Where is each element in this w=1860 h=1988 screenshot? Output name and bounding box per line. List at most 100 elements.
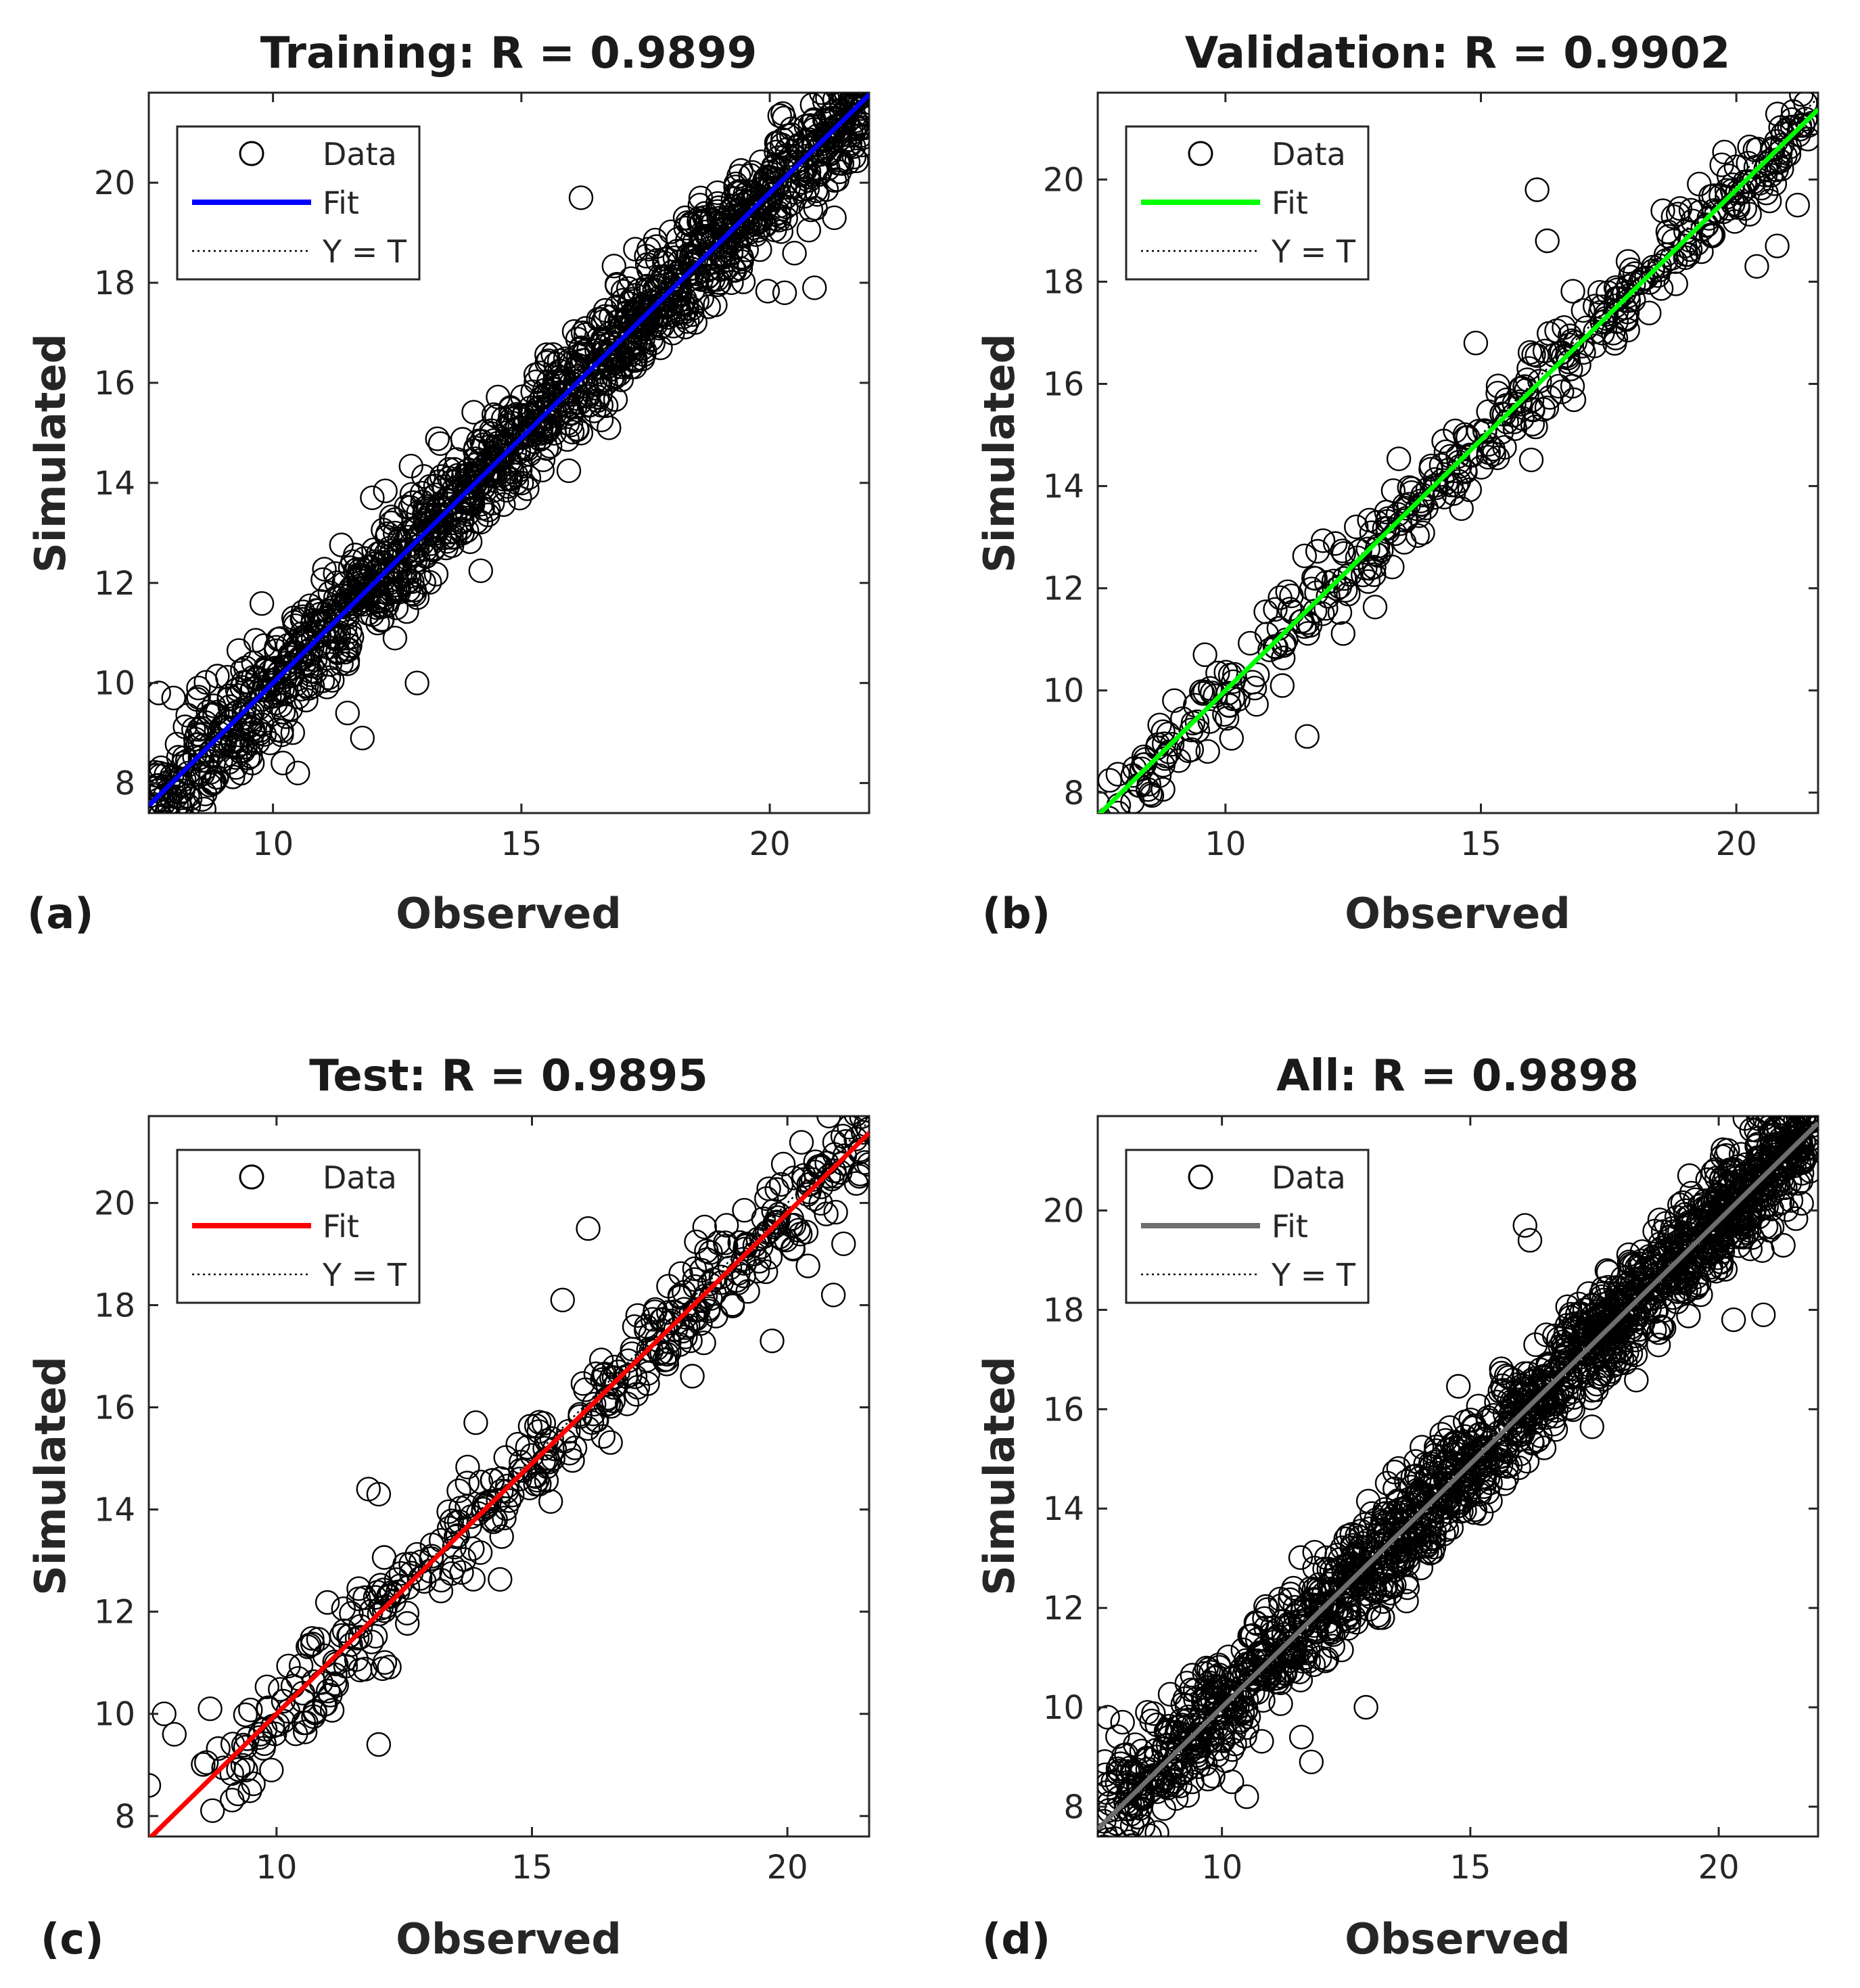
data-point-outlier (801, 275, 827, 300)
data-point (442, 1554, 467, 1580)
panel-a-x-axis-label: Observed (396, 889, 621, 938)
data-point (427, 431, 453, 456)
data-point (1541, 1412, 1566, 1437)
data-point (1117, 1829, 1140, 1836)
data-point (461, 1567, 486, 1592)
data-point (787, 1222, 813, 1247)
data-point (1472, 419, 1497, 444)
panel-b-legend: Data Fit Y = T (1125, 125, 1370, 281)
data-point (662, 245, 687, 271)
data-point (1541, 1323, 1567, 1349)
data-point (1343, 514, 1369, 540)
data-point (846, 93, 866, 98)
data-point (837, 1116, 862, 1140)
data-point (1433, 439, 1459, 464)
data-point (774, 184, 799, 210)
data-point (698, 256, 724, 281)
data-point (200, 769, 226, 795)
data-point (361, 537, 386, 563)
panel-b-title: Validation: R = 0.9902 (1185, 28, 1730, 78)
data-point (561, 319, 587, 344)
data-point (1253, 599, 1278, 624)
data-point (717, 1255, 743, 1280)
data-point (1176, 1707, 1201, 1732)
data-point-outlier (822, 205, 847, 231)
data-point (233, 1702, 258, 1728)
data-point (1213, 660, 1238, 685)
data-point (310, 567, 335, 593)
y-tick-label: 12 (1043, 570, 1084, 608)
data-point-outlier (186, 675, 211, 701)
data-point (1732, 1116, 1757, 1131)
data-point (1696, 1194, 1722, 1219)
legend-label-marker: Data (1272, 136, 1346, 172)
data-point (1587, 280, 1612, 305)
data-point (310, 668, 335, 693)
data-point (588, 382, 613, 407)
data-point (692, 1214, 718, 1240)
data-point (488, 1567, 513, 1592)
data-point (1270, 673, 1295, 698)
data-point (296, 676, 321, 701)
data-point (1776, 141, 1802, 167)
data-point (567, 1402, 592, 1427)
data-point (542, 362, 567, 387)
data-point (564, 417, 589, 442)
data-point-outlier (1765, 233, 1790, 258)
data-point (727, 1230, 752, 1255)
data-point (688, 185, 714, 210)
data-point (1546, 373, 1571, 399)
data-point (1774, 1197, 1799, 1222)
data-point (1281, 1575, 1306, 1601)
data-point (1673, 1198, 1698, 1224)
data-point (1190, 681, 1215, 706)
data-point (760, 154, 786, 179)
data-point (415, 494, 440, 519)
data-point (812, 93, 837, 114)
data-point (1675, 1262, 1700, 1287)
data-point (1648, 1284, 1673, 1310)
data-point (1584, 1377, 1609, 1402)
data-point (1184, 1722, 1210, 1748)
data-point (757, 175, 783, 200)
data-point (481, 1509, 506, 1534)
data-point (1579, 1414, 1604, 1439)
data-point (1596, 1259, 1621, 1285)
data-point (170, 778, 195, 804)
panel-b: Validation: R = 0.9902 Data Fit Y = T 10 15… (975, 28, 1819, 938)
data-point (745, 1258, 770, 1284)
data-point (1270, 1642, 1296, 1667)
data-point (657, 1340, 682, 1365)
data-point (1301, 565, 1326, 591)
y-tick-label: 14 (1043, 1490, 1084, 1528)
data-point (1757, 1218, 1782, 1243)
data-point (1556, 349, 1581, 375)
data-point (1220, 1665, 1246, 1690)
data-point (406, 500, 431, 525)
data-point (1340, 1563, 1366, 1588)
data-point (1531, 397, 1556, 422)
data-point (337, 1623, 363, 1648)
data-point (604, 272, 630, 297)
data-point (382, 626, 408, 651)
data-point (696, 1296, 721, 1321)
y-tick-label: 10 (1043, 672, 1084, 710)
data-point (1105, 762, 1131, 787)
data-point (693, 1283, 718, 1308)
data-point-outlier (1295, 724, 1320, 749)
panel-b-x-axis-label: Observed (1345, 889, 1570, 938)
data-point (1159, 1738, 1185, 1764)
data-point (1105, 1724, 1130, 1749)
data-point (494, 1496, 519, 1521)
data-point (1219, 1686, 1245, 1711)
data-point (1623, 1323, 1648, 1349)
data-point (640, 1307, 666, 1332)
y-tick-label: 8 (114, 765, 135, 803)
data-point (257, 668, 282, 693)
data-point (1569, 1310, 1595, 1335)
data-point (754, 1186, 779, 1211)
data-point (241, 665, 266, 690)
data-point (372, 1598, 397, 1623)
data-point (1458, 1469, 1483, 1494)
data-point (1180, 710, 1206, 736)
